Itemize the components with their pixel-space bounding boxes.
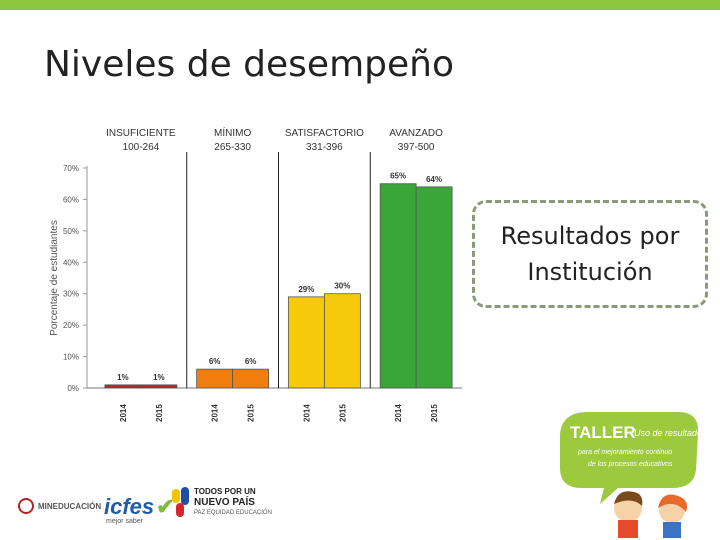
taller-subtitle-text: Uso de resultados: [634, 428, 707, 438]
bar: [323, 293, 361, 389]
x-tick-label: 2015: [338, 404, 347, 422]
nuevo-pais-logo: TODOS POR UN NUEVO PAÍS PAZ EQUIDAD EDUC…: [172, 486, 272, 519]
callout-line-2: Institución: [527, 258, 653, 286]
icfes-logo-subtitle: mejor saber: [106, 518, 143, 525]
nuevo-pais-mark-icon: [172, 486, 190, 519]
child-shirt-left: [618, 520, 638, 538]
bar: [415, 186, 453, 389]
taller-line-4: de los procesos educativos: [588, 461, 673, 468]
bar-value-label: 1%: [117, 373, 129, 382]
bar-value-label: 30%: [334, 282, 350, 291]
group-label: INSUFICIENTE: [106, 128, 176, 139]
y-axis-label: Porcentaje de estudiantes: [49, 220, 60, 336]
x-tick-label: 2014: [119, 404, 128, 422]
bar: [379, 183, 417, 389]
group-label: MÍNIMO: [214, 126, 251, 139]
y-tick-label: 0%: [67, 384, 79, 393]
bar-value-label: 6%: [209, 357, 221, 366]
icfes-logo: icfes✔ mejor saber: [104, 494, 175, 525]
x-tick-label: 2015: [430, 404, 439, 422]
x-tick-label: 2015: [247, 404, 256, 422]
results-callout-box[interactable]: Resultados por Institución: [472, 200, 708, 308]
nuevo-pais-line-2: NUEVO PAÍS: [194, 497, 255, 508]
seal-icon: [18, 498, 34, 514]
top-accent-bar: [0, 0, 720, 10]
y-tick-label: 60%: [63, 195, 79, 204]
y-tick-label: 10%: [63, 353, 79, 362]
child-hair-right: [658, 494, 687, 512]
bar: [232, 368, 270, 389]
nuevo-pais-line-3: PAZ EQUIDAD EDUCACIÓN: [194, 510, 272, 516]
y-tick-label: 50%: [63, 227, 79, 236]
performance-levels-chart: Porcentaje de estudiantes 0% 10% 20% 30% 40% 5…: [49, 126, 462, 422]
group-range-label: 397-500: [398, 142, 435, 153]
bar-value-label: 29%: [298, 285, 314, 294]
y-tick-label: 40%: [63, 258, 79, 267]
bar-value-label: 6%: [245, 357, 257, 366]
x-tick-label: 2014: [211, 404, 220, 422]
callout-line-1: Resultados por: [500, 222, 680, 250]
bar: [140, 384, 178, 389]
bar: [287, 296, 325, 389]
bar: [104, 384, 142, 389]
icfes-logo-text: icfes: [104, 494, 155, 519]
y-tick-label: 70%: [63, 164, 79, 173]
taller-line-3: para el mejoramiento continuo: [577, 449, 672, 456]
child-shirt-right: [663, 522, 681, 538]
speech-bubble-shape: [560, 412, 699, 504]
x-tick-label: 2014: [394, 404, 403, 422]
bar-value-label: 64%: [426, 175, 442, 184]
child-hair-left: [614, 491, 643, 506]
taller-title-text: TALLER: [570, 423, 636, 442]
x-tick-label: 2015: [155, 404, 164, 422]
taller-logo-illustration: TALLER Uso de resultados para el mejoram…: [560, 412, 707, 538]
x-tick-label: 2014: [302, 404, 311, 422]
y-tick-label: 20%: [63, 321, 79, 330]
group-label: AVANZADO: [389, 128, 443, 139]
group-label: SATISFACTORIO: [285, 128, 364, 139]
checkmark-icon: ✔: [156, 494, 175, 519]
group-range-label: 265-330: [214, 142, 251, 153]
bar: [196, 368, 234, 389]
mineducacion-logo-text: MINEDUCACIÓN: [38, 501, 102, 511]
group-range-label: 100-264: [123, 142, 160, 153]
bar-value-label: 65%: [390, 172, 406, 181]
nuevo-pais-line-1: TODOS POR UN: [194, 487, 256, 496]
y-tick-label: 30%: [63, 290, 79, 299]
bar-value-label: 1%: [153, 373, 165, 382]
page-title: Niveles de desempeño: [44, 44, 454, 85]
group-range-label: 331-396: [306, 142, 343, 153]
mineducacion-logo: MINEDUCACIÓN: [18, 498, 101, 514]
